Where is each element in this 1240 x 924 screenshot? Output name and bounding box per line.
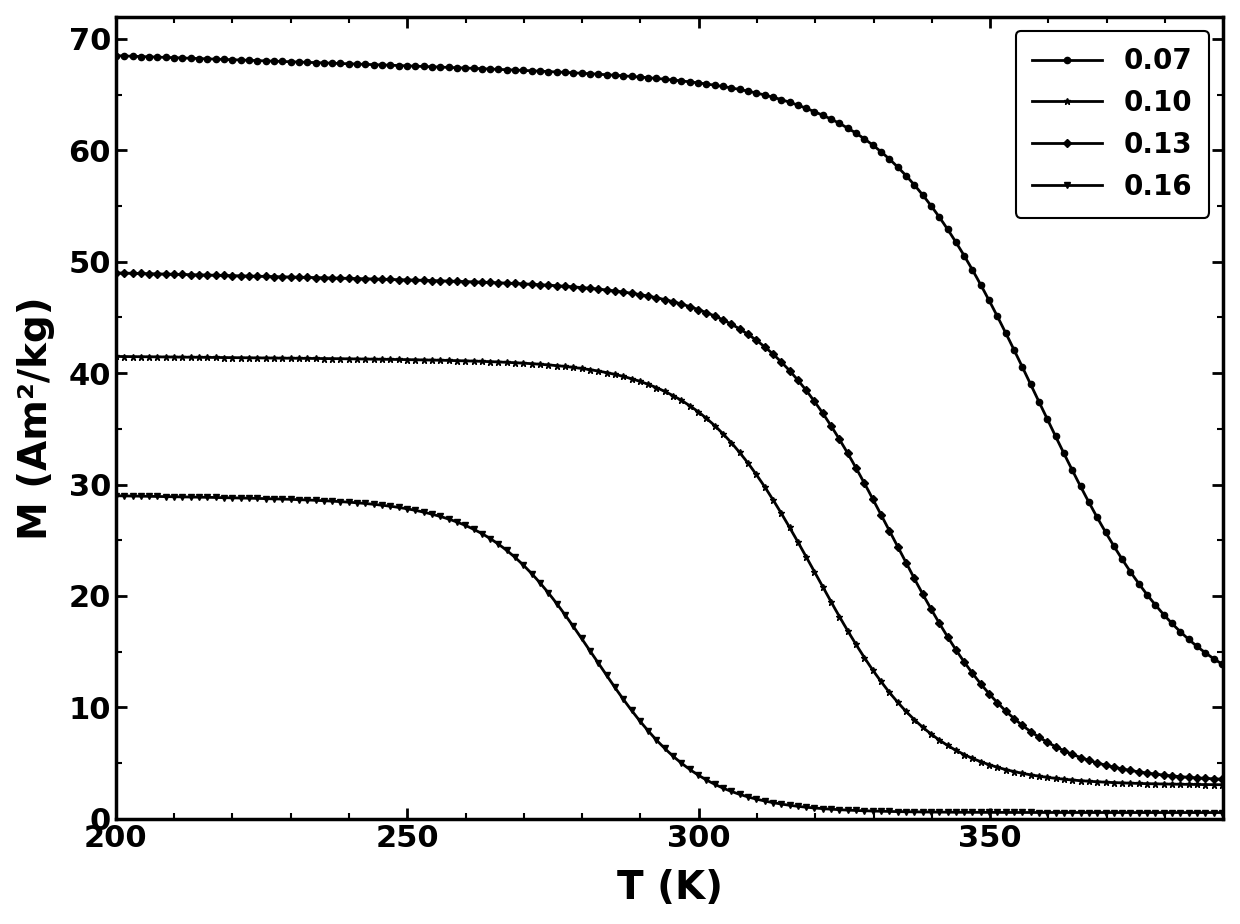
0.13 — [751, 336, 766, 347]
0.10 — [176, 351, 191, 362]
0.07 — [813, 109, 828, 120]
0.16 — [1061, 807, 1076, 818]
0.10 — [108, 351, 123, 362]
0.13 — [781, 363, 796, 374]
0.16 — [949, 807, 963, 818]
Line: 0.16: 0.16 — [113, 492, 1226, 816]
0.10 — [1061, 774, 1076, 785]
0.07 — [108, 50, 123, 61]
0.16 — [176, 492, 191, 503]
0.07 — [949, 237, 963, 248]
0.10 — [781, 519, 796, 530]
0.10 — [813, 578, 828, 590]
0.16 — [813, 803, 828, 814]
Y-axis label: M (Am²/kg): M (Am²/kg) — [16, 296, 55, 540]
Line: 0.13: 0.13 — [113, 270, 1226, 783]
0.07 — [1061, 459, 1076, 470]
0.07 — [1216, 660, 1231, 671]
0.13 — [949, 644, 963, 655]
0.13 — [1061, 748, 1076, 759]
0.13 — [1216, 773, 1231, 784]
0.16 — [1216, 807, 1231, 818]
0.16 — [751, 795, 766, 806]
0.10 — [751, 473, 766, 484]
Line: 0.07: 0.07 — [113, 53, 1226, 668]
Legend: 0.07, 0.10, 0.13, 0.16: 0.07, 0.10, 0.13, 0.16 — [1016, 30, 1209, 217]
0.07 — [781, 96, 796, 107]
0.10 — [949, 745, 963, 756]
0.16 — [781, 799, 796, 810]
0.13 — [108, 267, 123, 278]
Line: 0.10: 0.10 — [113, 353, 1226, 788]
0.10 — [1216, 779, 1231, 790]
0.07 — [751, 88, 766, 99]
0.07 — [176, 53, 191, 64]
0.13 — [176, 269, 191, 280]
0.13 — [813, 406, 828, 417]
X-axis label: T (K): T (K) — [616, 869, 723, 907]
0.16 — [108, 491, 123, 502]
